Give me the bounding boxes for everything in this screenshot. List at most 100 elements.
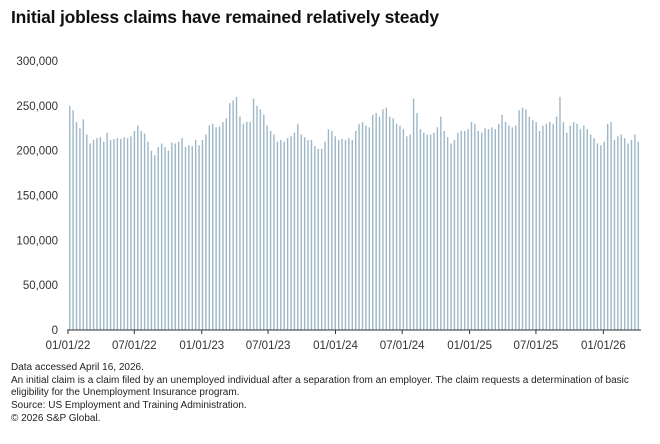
x-tick-label: 07/01/25 [514, 340, 559, 352]
bar [419, 129, 422, 330]
bar [103, 141, 105, 330]
bar [433, 132, 435, 330]
bar-series [68, 96, 640, 331]
bar [572, 121, 575, 330]
bar [480, 132, 483, 330]
bar [528, 116, 531, 330]
bar [126, 138, 129, 330]
bar [562, 121, 565, 330]
bar [82, 119, 85, 330]
bar [569, 125, 571, 330]
bar [358, 123, 360, 331]
bar [120, 139, 122, 330]
bar [623, 138, 626, 330]
x-tick-label: 07/01/24 [380, 340, 425, 352]
bar [617, 136, 619, 330]
bar [229, 103, 231, 330]
bar [389, 116, 391, 330]
y-tick-label: 50,000 [23, 280, 58, 292]
bar [610, 121, 612, 330]
bar [256, 105, 258, 330]
chart-title: Initial jobless claims have remained rel… [11, 7, 439, 27]
bar [205, 134, 207, 330]
bar [589, 134, 592, 330]
bar [263, 114, 265, 330]
y-tick-label: 0 [52, 325, 58, 337]
bar [436, 127, 439, 330]
bar [470, 121, 473, 330]
bar [89, 143, 91, 330]
bar [137, 125, 139, 330]
bar [184, 147, 187, 330]
bar [446, 137, 449, 330]
bar [92, 139, 95, 330]
source-note: Source: US Employment and Training Admin… [11, 400, 247, 411]
bar [177, 141, 180, 330]
bar [249, 121, 251, 330]
bar [630, 139, 633, 330]
bar [218, 126, 221, 331]
bar [324, 141, 326, 330]
bar [252, 98, 255, 330]
bar [463, 130, 466, 330]
bar [286, 138, 289, 330]
bar [269, 130, 272, 330]
x-tick-label: 01/01/22 [46, 340, 91, 352]
bar [504, 121, 507, 330]
bar [576, 123, 578, 331]
bar [314, 146, 316, 330]
y-axis: 0 50,000 100,000 150,000 200,000 250,000 300,0… [16, 56, 58, 337]
bar [194, 139, 197, 330]
bar [232, 100, 234, 330]
bar [634, 134, 636, 330]
bar [511, 127, 514, 330]
bar [341, 139, 343, 330]
bar [440, 116, 442, 330]
x-axis: 01/01/22 07/01/22 01/01/23 07/01/23 01/01/24… [46, 329, 641, 352]
bar [603, 141, 605, 330]
bar [310, 139, 313, 330]
bar [494, 129, 497, 330]
bar [406, 136, 408, 330]
bar [79, 128, 81, 330]
bar [477, 130, 479, 330]
bar [86, 134, 88, 330]
bar [191, 146, 193, 330]
bar [583, 125, 585, 330]
bar [123, 137, 125, 330]
bar [201, 139, 204, 330]
bar [606, 123, 609, 331]
bar [474, 123, 476, 331]
bar [208, 125, 211, 330]
bar [334, 136, 336, 330]
bar [68, 105, 71, 330]
bar [555, 116, 558, 330]
bar [198, 145, 200, 330]
bar [171, 142, 173, 330]
bar [242, 123, 245, 331]
bar [181, 138, 183, 330]
bar [147, 141, 149, 330]
bar [378, 116, 381, 330]
bar [372, 114, 374, 330]
y-tick-label: 250,000 [16, 101, 58, 113]
bar [116, 138, 119, 330]
bar-chart: 0 50,000 100,000 150,000 200,000 250,000 300,0… [16, 56, 641, 352]
y-tick-label: 300,000 [16, 56, 58, 68]
bar [515, 125, 517, 330]
bar [297, 123, 299, 331]
bar [150, 150, 153, 330]
bar [337, 139, 340, 330]
bar [460, 130, 462, 330]
bar [317, 148, 319, 330]
bar [596, 143, 599, 330]
bar [586, 129, 588, 330]
bar [307, 139, 309, 330]
bar [215, 127, 217, 330]
bar [348, 138, 350, 330]
bar [143, 133, 146, 330]
bar [429, 134, 432, 330]
bar [327, 129, 330, 330]
y-tick-label: 200,000 [16, 146, 58, 158]
x-tick-label: 01/01/23 [179, 340, 224, 352]
